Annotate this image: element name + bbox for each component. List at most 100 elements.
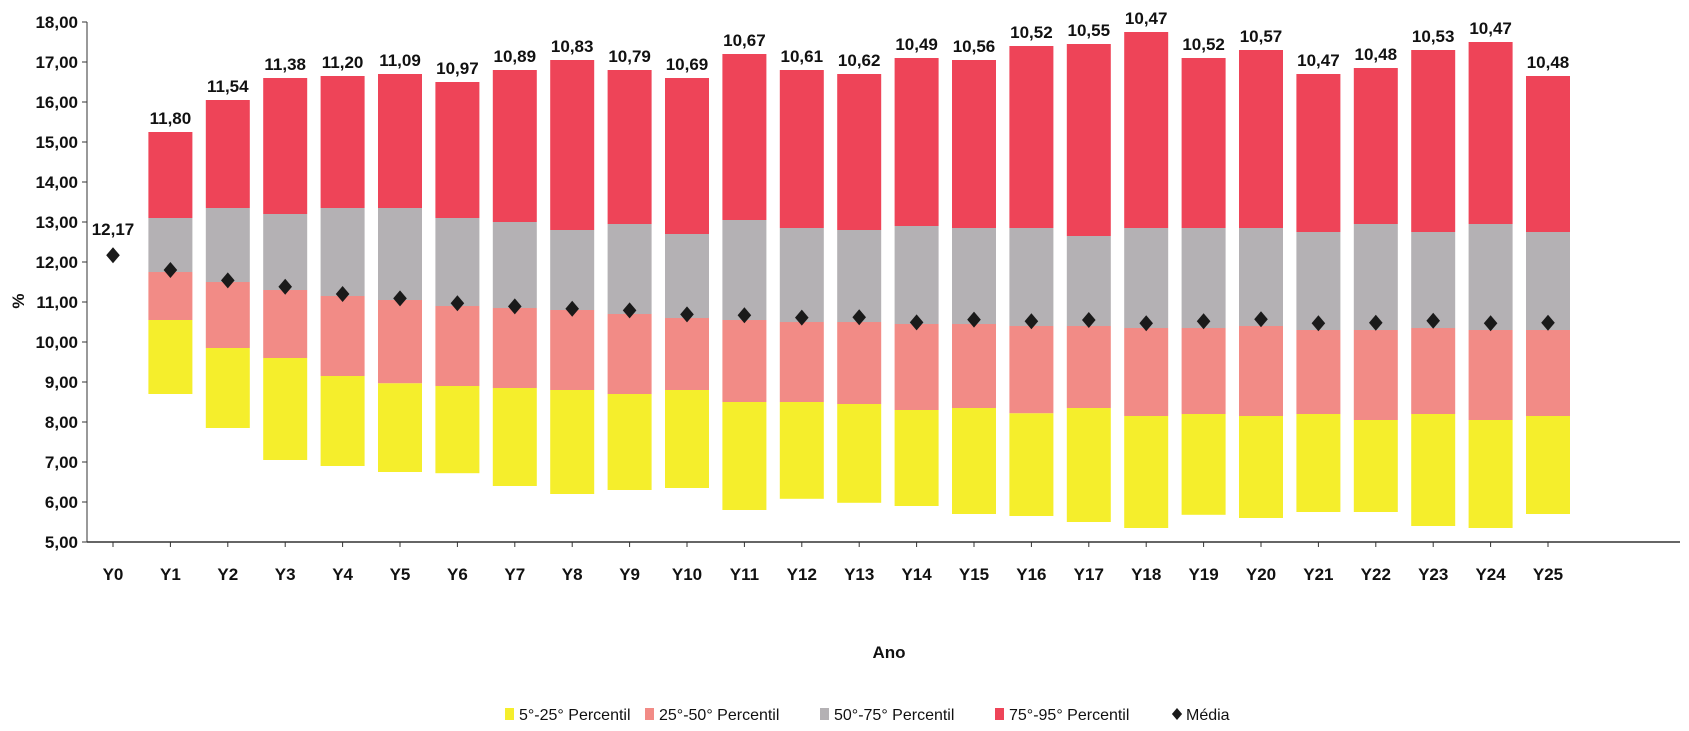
bar-segment-p25-p50 [492, 308, 537, 388]
bar-segment-p75-p95 [1009, 46, 1054, 228]
mean-value-label: 10,48 [1527, 53, 1570, 72]
bar-segment-p75-p95 [665, 78, 709, 234]
legend-swatch [1171, 708, 1183, 720]
x-axis-title: Ano [872, 643, 905, 662]
x-tick-label: Y7 [504, 565, 525, 584]
x-tick-label: Y12 [787, 565, 817, 584]
x-tick-label: Y18 [1131, 565, 1161, 584]
y-tick-label: 15,00 [35, 133, 78, 152]
mean-marker [1369, 314, 1383, 331]
bar-segment-p25-p50 [1411, 328, 1456, 414]
bar-segment-p5-p25 [837, 404, 882, 503]
bar-segment-p25-p50 [1526, 330, 1570, 416]
bar-segment-p25-p50 [1296, 330, 1341, 414]
y-tick-label: 17,00 [35, 53, 78, 72]
bar-segment-p75-p95 [1411, 50, 1456, 232]
mean-value-label: 10,48 [1355, 45, 1398, 64]
bar-segment-p25-p50 [779, 322, 824, 402]
legend-label: 25°-50° Percentil [659, 707, 779, 724]
mean-marker [565, 300, 579, 317]
y-tick-label: 7,00 [45, 453, 78, 472]
bar-segment-p50-p75 [722, 220, 767, 320]
mean-value-label: 10,57 [1240, 27, 1283, 46]
x-tick-label: Y11 [730, 565, 759, 584]
mean-marker [967, 311, 981, 328]
bar-segment-p75-p95 [205, 100, 250, 208]
bar-segment-p50-p75 [665, 234, 709, 318]
bar-segment-p75-p95 [263, 78, 308, 214]
bar-segment-p50-p75 [1296, 232, 1341, 330]
bar-segment-p50-p75 [1009, 228, 1054, 326]
legend: 5°-25° Percentil 25°-50° Percentil 50°-75°… [505, 707, 1230, 724]
x-tick-label: Y17 [1074, 565, 1104, 584]
bar-segment-p25-p50 [894, 324, 939, 410]
mean-value-label: 10,53 [1412, 27, 1455, 46]
mean-value-label: 10,79 [608, 47, 651, 66]
bar-segment-p25-p50 [1124, 328, 1169, 416]
mean-value-label: 10,52 [1182, 35, 1225, 54]
mean-value-label: 10,47 [1125, 9, 1168, 28]
bar-segment-p75-p95 [320, 76, 365, 208]
bar-segment-p5-p25 [1066, 408, 1111, 522]
bar-segment-p50-p75 [1066, 236, 1111, 326]
x-tick-label: Y20 [1246, 565, 1276, 584]
bar-segment-p50-p75 [1181, 228, 1226, 328]
bar-segment-p50-p75 [779, 228, 824, 322]
mean-value-label: 10,69 [666, 55, 709, 74]
bar-segment-p25-p50 [263, 290, 308, 358]
bar-segment-p50-p75 [1124, 228, 1169, 328]
mean-value-label: 11,38 [264, 55, 306, 74]
mean-marker [1082, 312, 1096, 328]
x-tick-label: Y22 [1361, 565, 1391, 584]
mean-marker [680, 306, 694, 323]
mean-marker [795, 309, 809, 326]
plot-area: 12,17 11,80 11,54 11,38 11,20 11,09 10,97 10,89… [92, 9, 1570, 528]
bar-segment-p50-p75 [550, 230, 595, 310]
bar-segment-p50-p75 [894, 226, 939, 324]
mean-value-label: 11,80 [150, 109, 192, 128]
mean-value-label: 10,47 [1297, 51, 1340, 70]
bar-segment-p5-p25 [1353, 420, 1398, 512]
mean-marker [1483, 315, 1498, 332]
x-tick-label: Y1 [160, 565, 181, 584]
bar-segment-p5-p25 [550, 390, 595, 494]
y-tick-label: 12,00 [35, 253, 78, 272]
mean-value-label: 11,54 [207, 77, 249, 96]
legend-label: 75°-95° Percentil [1009, 707, 1129, 724]
bar-segment-p50-p75 [952, 228, 996, 324]
bar-segment-p25-p50 [665, 318, 709, 390]
bar-segment-p75-p95 [779, 70, 824, 228]
bar-segment-p25-p50 [607, 314, 652, 394]
y-tick-label: 9,00 [45, 373, 78, 392]
y-tick-label: 18,00 [35, 13, 78, 32]
mean-marker [1024, 313, 1039, 330]
bar-segment-p25-p50 [1181, 328, 1226, 414]
bar-segment-p50-p75 [1468, 224, 1513, 330]
bar-segment-p75-p95 [378, 74, 422, 208]
bar-segment-p75-p95 [550, 60, 595, 230]
bar-segment-p75-p95 [1124, 32, 1169, 228]
x-tick-label: Y2 [217, 565, 238, 584]
bar-segment-p5-p25 [1124, 416, 1169, 528]
x-tick-label: Y23 [1418, 565, 1448, 584]
bar-segment-p25-p50 [1353, 330, 1398, 420]
bar-segment-p25-p50 [1468, 330, 1513, 420]
mean-marker [1196, 313, 1211, 330]
legend-swatch [995, 708, 1004, 720]
bar-segment-p75-p95 [722, 54, 767, 220]
x-tick-label: Y21 [1303, 565, 1333, 584]
bar-segment-p75-p95 [1526, 76, 1570, 232]
mean-value-label: 10,89 [494, 47, 537, 66]
x-tick-label: Y16 [1016, 565, 1046, 584]
x-tick-label: Y3 [275, 565, 296, 584]
x-tick-label: Y13 [844, 565, 874, 584]
mean-marker [278, 278, 292, 295]
mean-marker [852, 309, 866, 326]
mean-value-label: 10,52 [1010, 23, 1053, 42]
bar-segment-p50-p75 [435, 218, 480, 306]
mean-marker [1311, 315, 1326, 332]
bar-segment-p50-p75 [205, 208, 250, 282]
mean-value-label: 10,55 [1068, 21, 1111, 40]
bar-segment-p75-p95 [837, 74, 882, 230]
mean-value-label: 12,17 [92, 220, 135, 239]
